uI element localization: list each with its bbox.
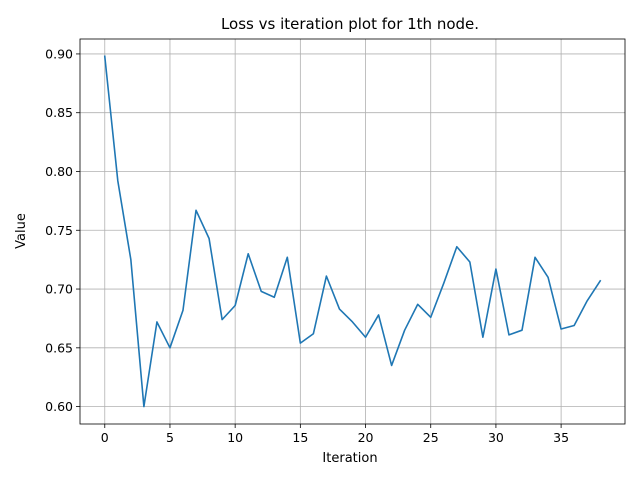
series-layer [103, 55, 602, 408]
y-tick-label: 0.70 [45, 282, 73, 297]
y-axis-label: Value [14, 213, 29, 249]
y-axis: 0.60 0.65 0.70 0.75 0.80 0.85 0.90 [45, 46, 80, 414]
y-tick-label: 0.85 [45, 105, 73, 120]
y-tick-label: 0.65 [45, 340, 73, 355]
x-tick-label: 5 [166, 430, 174, 445]
x-axis: 0 5 10 15 20 25 30 35 [101, 424, 569, 445]
y-tick-label: 0.75 [45, 223, 73, 238]
x-tick-label: 35 [553, 430, 569, 445]
y-tick-label: 0.60 [45, 399, 73, 414]
x-tick-label: 20 [358, 430, 374, 445]
x-tick-label: 0 [101, 430, 109, 445]
grid [80, 39, 625, 424]
x-axis-label: Iteration [322, 451, 377, 466]
series-line [103, 55, 602, 408]
y-tick-label: 0.90 [45, 46, 73, 61]
x-tick-label: 30 [488, 430, 504, 445]
x-tick-label: 10 [227, 430, 243, 445]
x-tick-label: 15 [292, 430, 308, 445]
plot-frame [79, 38, 626, 425]
chart-title: Loss vs iteration plot for 1th node. [221, 15, 479, 33]
x-tick-label: 25 [423, 430, 439, 445]
y-tick-label: 0.80 [45, 164, 73, 179]
